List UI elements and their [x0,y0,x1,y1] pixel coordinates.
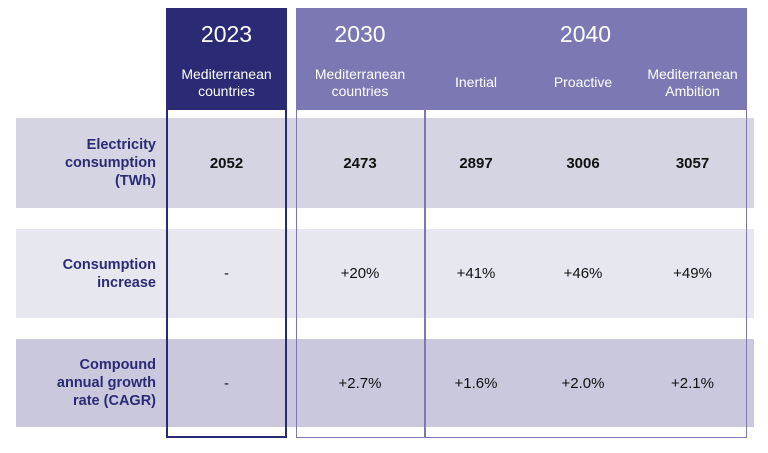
scenario-mediterranean-ambition: Mediterranean Ambition [647,66,738,99]
scenario-inertial: Inertial [454,74,498,90]
row-label-electricity-consumption: Electricity consumption (TWh) [64,137,156,189]
cell-increase-ambition: +49% [673,265,712,282]
cell-cagr-2030: +2.7% [338,374,382,392]
row-band-electricity [16,118,754,208]
cell-increase-inertial: +41% [456,265,496,282]
year-2040: 2040 [559,21,612,47]
cell-cagr-ambition: +2.1% [671,374,714,392]
header-2040: 2040 Inertial Proactive Mediterranean Am… [424,8,747,110]
year-2023: 2023 [200,21,253,47]
cell-cagr-inertial: +1.6% [454,374,498,392]
row-band-cagr [16,339,754,427]
header-2030: 2030 Mediterranean countries [296,8,424,110]
row-label-consumption-increase: Consumption increase [62,256,156,291]
column-divider-2030-2040 [424,8,426,438]
column-outline-2030-2040 [296,8,747,438]
scenario-proactive: Proactive [553,74,613,90]
header-2023-subtitle: Mediterranean countries [181,66,272,99]
row-band-increase [16,229,754,318]
header-2023: 2023 Mediterranean countries [166,8,287,110]
cell-electricity-2023: 2052 [209,154,244,172]
cell-increase-proactive: +46% [563,265,603,282]
cell-increase-2030: +20% [340,265,380,282]
cell-cagr-proactive: +2.0% [561,374,605,392]
cell-electricity-proactive: 3006 [566,154,600,172]
cell-increase-2023: - [224,265,229,282]
header-2030-subtitle: Mediterranean countries [314,66,406,99]
row-label-cagr: Compound annual growth rate (CAGR) [56,357,156,409]
column-outline-2023 [166,8,287,438]
cell-electricity-inertial: 2897 [459,154,493,172]
year-2030: 2030 [334,21,386,47]
cell-electricity-ambition: 3057 [675,154,710,172]
cell-electricity-2030: 2473 [343,154,377,172]
cell-cagr-2023: - [224,374,229,392]
